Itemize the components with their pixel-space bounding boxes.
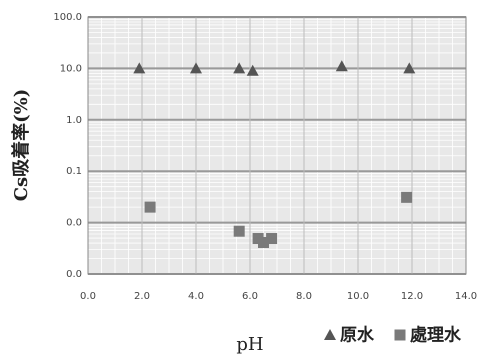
x-tick-label: 0.0 (80, 291, 96, 302)
x-tick-label: 4.0 (188, 291, 204, 302)
y-tick-label: 0.0 (66, 218, 82, 229)
triangle-marker (403, 62, 416, 74)
legend-label: 原水 (340, 325, 375, 346)
legend-marker (324, 329, 336, 340)
triangle-marker (233, 62, 246, 74)
square-marker (258, 237, 269, 249)
x-tick-label: 14.0 (455, 291, 477, 302)
legend-label: 處理水 (410, 325, 462, 346)
x-tick-label: 12.0 (401, 291, 423, 302)
square-marker (144, 201, 156, 213)
x-axis-label: pH (236, 334, 263, 355)
triangle-marker (246, 64, 259, 76)
x-tick-label: 2.0 (134, 291, 150, 302)
square-marker (266, 233, 278, 245)
square-marker (233, 225, 245, 237)
plot-border (87, 16, 467, 275)
triangle-marker (190, 62, 202, 74)
square-marker (401, 191, 413, 203)
legend-marker (394, 329, 406, 341)
x-tick-label: 6.0 (242, 291, 258, 302)
y-axis-label: Cs吸着率(%) (10, 89, 32, 202)
triangle-marker (133, 62, 146, 74)
y-tick-label: 10.0 (60, 63, 82, 74)
y-tick-label: 100.0 (53, 12, 82, 23)
x-tick-label: 8.0 (296, 291, 312, 302)
y-tick-label: 0.1 (66, 166, 82, 177)
y-tick-label: 1.0 (66, 115, 82, 126)
y-tick-label: 0.0 (66, 269, 82, 280)
x-tick-label: 10.0 (347, 291, 369, 302)
triangle-marker (335, 60, 348, 72)
